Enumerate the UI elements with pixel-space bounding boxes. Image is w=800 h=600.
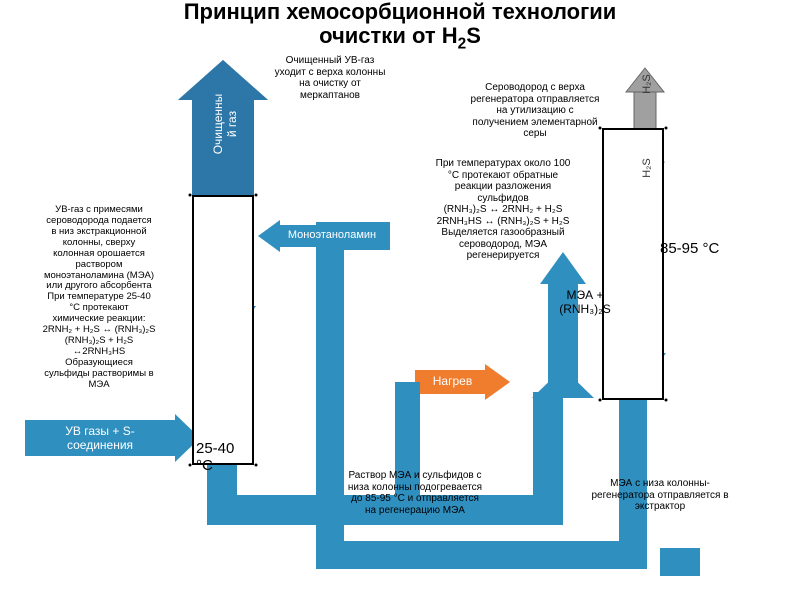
h2s-out-arrow-1: [626, 68, 664, 135]
regenerator-column: [602, 128, 664, 400]
heat-arrow: [415, 364, 510, 400]
hc-s-in-arrow: [25, 414, 200, 462]
title-line1: Принцип хемосорбционной технологии: [184, 0, 617, 24]
heat-label: Нагрев: [420, 374, 485, 388]
title-line2a: очистки от H: [319, 23, 458, 48]
mea-rnh-label: МЭА +(RNH₃)₂S: [540, 288, 630, 316]
hc-s-in-label: УВ газы + S-соединения: [30, 424, 170, 452]
mid-right-text: При температурах около 100°C протекают о…: [408, 158, 598, 262]
diagram-title: Принцип хемосорбционной технологии очист…: [0, 0, 800, 54]
mea-rnh-up-arrow: [540, 252, 586, 390]
extractor-column: [192, 195, 254, 465]
h2s-label-1: H₂S: [641, 59, 653, 109]
title-sub: 2: [458, 36, 467, 53]
top-clean-text: Очищенный УВ-газуходит с верха колоннына…: [250, 55, 410, 101]
stub-right: [670, 548, 700, 576]
bottom-mid-text: Раствор МЭА и сульфидов сниза колонны по…: [320, 470, 510, 516]
stub-right-body: [660, 548, 700, 576]
title-line2c: S: [466, 23, 481, 48]
mea-label: Моноэтаноламин: [272, 229, 392, 241]
regenerator-temp: 85-95 °C: [660, 240, 730, 257]
bottom-right-text: МЭА с низа колонны-регенератора отправля…: [560, 478, 760, 513]
left-block-text: УВ-газ с примесямисероводорода подаетсяв…: [15, 205, 183, 391]
mea-label-arrow: [258, 220, 390, 252]
extractor-temp: 25-40 °C: [196, 440, 254, 474]
top-right-text: Сероводород с верхарегенератора отправля…: [445, 82, 625, 140]
cleaned-gas-label: Очищенный газ: [211, 69, 239, 179]
